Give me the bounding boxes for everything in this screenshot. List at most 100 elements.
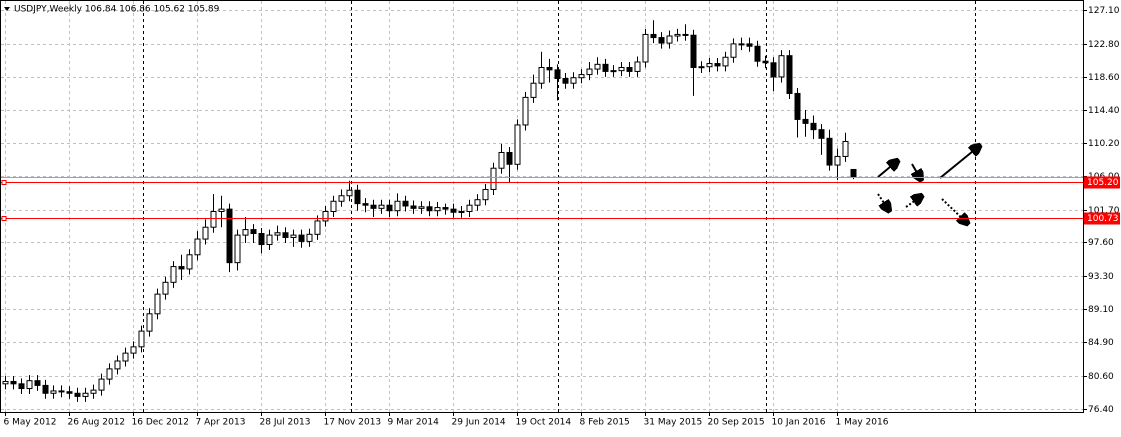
candle-body	[74, 392, 81, 397]
candle-body	[474, 199, 481, 206]
candle-body	[762, 60, 769, 64]
candle-body	[122, 352, 129, 362]
candles	[2, 20, 857, 402]
candle-body	[194, 238, 201, 256]
candle-body	[130, 346, 137, 354]
x-tick-label: 16 Dec 2012	[132, 418, 190, 428]
level-label: 100.73	[1087, 214, 1119, 224]
candle-body	[146, 313, 153, 332]
candle-body	[714, 63, 721, 67]
candle-body	[538, 66, 545, 84]
candle-body	[498, 151, 505, 169]
candle-body	[330, 200, 337, 212]
candle-body	[786, 55, 793, 94]
candle-body	[594, 63, 601, 70]
candle-body	[850, 168, 857, 178]
candle-body	[706, 63, 713, 68]
x-tick-label: 20 Sep 2015	[708, 418, 765, 428]
candle-body	[450, 208, 457, 213]
x-tick-label: 19 Oct 2014	[516, 418, 572, 428]
arrow	[939, 147, 978, 179]
candle-body	[626, 66, 633, 72]
level-handle	[1, 180, 7, 185]
candle-body	[258, 233, 265, 246]
candle-body	[834, 155, 841, 166]
candle-body	[698, 66, 705, 69]
candle-body	[370, 204, 377, 209]
candle-body	[226, 208, 233, 264]
candle-body	[210, 210, 217, 228]
candle-body	[658, 37, 665, 44]
x-tick-label: 8 Feb 2015	[580, 418, 630, 428]
candle-body	[490, 167, 497, 190]
candle-body	[642, 33, 649, 63]
arrow	[877, 193, 888, 209]
candle-body	[442, 207, 449, 210]
candle-body	[570, 77, 577, 84]
x-tick-label: 9 Mar 2014	[388, 418, 440, 428]
level-label: 105.20	[1087, 178, 1119, 188]
candle-body	[554, 69, 561, 80]
candle-body	[186, 254, 193, 270]
candle-body	[466, 204, 473, 212]
candle-body	[162, 281, 169, 295]
x-tick-label: 31 May 2015	[644, 418, 703, 428]
candle-body	[826, 137, 833, 166]
candle-body	[202, 226, 209, 240]
x-tick-label: 17 Nov 2013	[324, 418, 382, 428]
candle-body	[618, 66, 625, 72]
y-tick-label: 110.20	[1088, 139, 1120, 149]
candle-body	[506, 151, 513, 165]
candle-body	[650, 33, 657, 39]
candle-body	[378, 204, 385, 209]
candle-body	[18, 383, 25, 390]
arrow	[877, 162, 896, 178]
y-tick-label: 80.60	[1088, 372, 1114, 382]
candle-body	[602, 63, 609, 72]
candle-body	[314, 220, 321, 235]
candle-body	[418, 206, 425, 209]
y-tick-label: 93.30	[1088, 272, 1114, 282]
candle-body	[842, 140, 849, 157]
candle-body	[34, 380, 41, 386]
forecast-arrows	[877, 147, 978, 222]
y-tick-label: 114.40	[1088, 106, 1120, 116]
candle-body	[386, 204, 393, 212]
level-label-box	[1084, 212, 1120, 225]
level-handle	[1, 216, 7, 221]
candle-body	[298, 234, 305, 242]
candle-body	[794, 92, 801, 120]
candle-body	[154, 293, 161, 315]
candle-body	[426, 206, 433, 212]
candle-body	[242, 229, 249, 236]
candle-body	[346, 189, 353, 197]
y-tick-label: 101.70	[1088, 206, 1120, 216]
candle-body	[610, 70, 617, 73]
y-tick-label: 118.60	[1088, 73, 1120, 83]
candle-body	[754, 45, 761, 62]
y-tick-label: 76.40	[1088, 405, 1114, 415]
candle-body	[690, 34, 697, 68]
candle-body	[514, 124, 521, 165]
candle-body	[674, 33, 681, 37]
candle-body	[266, 234, 273, 246]
candle-body	[818, 129, 825, 139]
candle-body	[66, 391, 73, 394]
candle-body	[802, 118, 809, 124]
candle-body	[322, 210, 329, 222]
candle-body	[666, 35, 673, 44]
candle-body	[26, 380, 33, 390]
candle-body	[170, 266, 177, 283]
candle-body	[522, 96, 529, 126]
candle-body	[586, 68, 593, 76]
candle-body	[730, 43, 737, 58]
arrow	[912, 163, 920, 178]
x-tick-label: 10 Jan 2016	[772, 418, 826, 428]
candle-body	[778, 55, 785, 78]
candle-body	[434, 207, 441, 212]
candle-body	[42, 384, 49, 394]
x-tick-label: 26 Aug 2012	[68, 418, 126, 428]
menu-triangle	[4, 7, 10, 11]
candle-body	[546, 66, 553, 71]
